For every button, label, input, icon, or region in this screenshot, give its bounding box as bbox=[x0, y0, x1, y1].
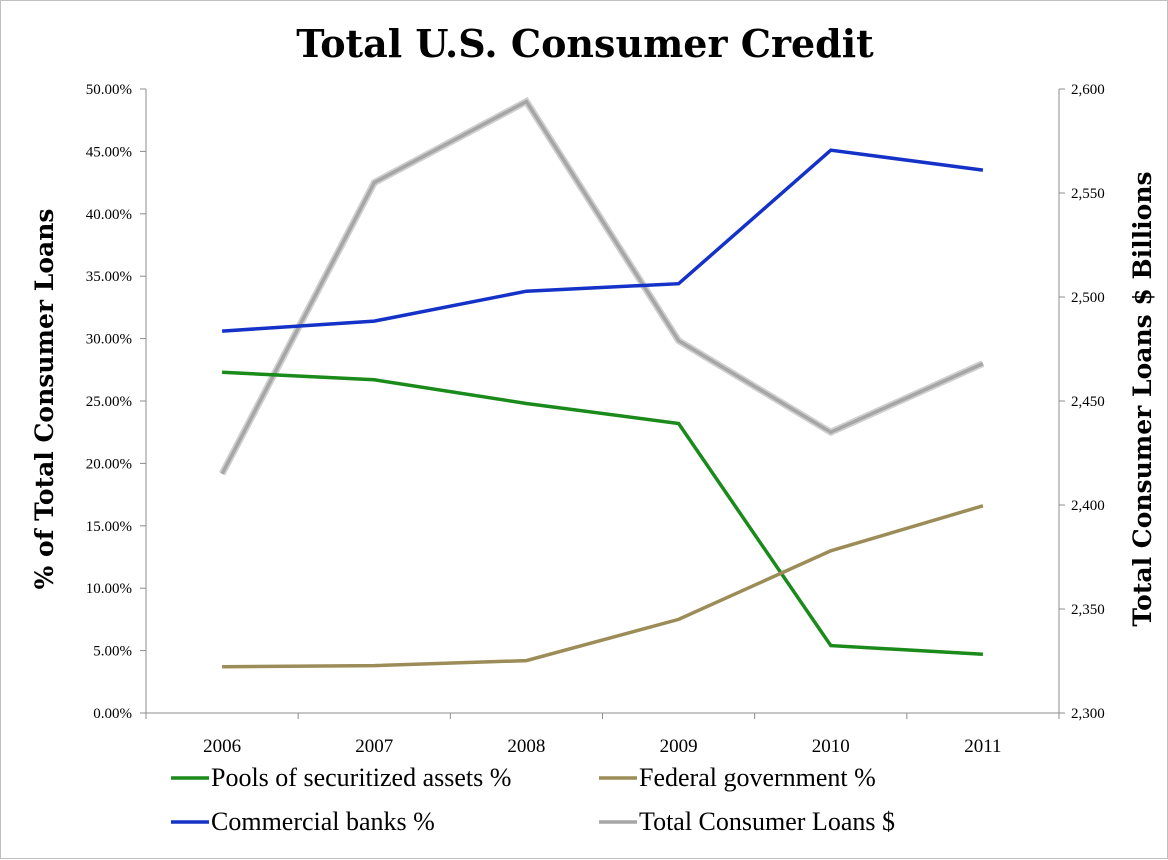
x-tick-label: 2009 bbox=[660, 736, 698, 757]
x-tick-label: 2008 bbox=[507, 736, 545, 757]
right-tick-label: 2,600 bbox=[1071, 82, 1105, 98]
x-tick-label: 2010 bbox=[812, 736, 850, 757]
legend-label: Total Consumer Loans $ bbox=[639, 807, 895, 836]
series-line-pools-of-securitized-assets bbox=[222, 370, 983, 657]
legend: Pools of securitized assets % Federal gov… bbox=[171, 763, 895, 836]
right-tick-label: 2,350 bbox=[1071, 602, 1105, 618]
left-tick-label: 0.00% bbox=[93, 706, 132, 722]
right-tick-label: 2,400 bbox=[1071, 498, 1105, 514]
x-axis-ticks: 2006 2007 2008 2009 2010 2011 bbox=[145, 713, 1060, 757]
chart-title: Total U.S. Consumer Credit bbox=[296, 21, 874, 66]
series-lines bbox=[218, 96, 985, 669]
legend-label: Commercial banks % bbox=[211, 807, 435, 836]
right-axis-ticks: 2,300 2,350 2,400 2,450 2,500 2,550 2,600 bbox=[1059, 82, 1105, 722]
series-line-commercial-banks bbox=[221, 148, 984, 333]
x-tick-label: 2007 bbox=[355, 736, 393, 757]
left-tick-label: 20.00% bbox=[86, 456, 132, 472]
left-tick-label: 45.00% bbox=[86, 144, 132, 160]
right-tick-label: 2,450 bbox=[1071, 394, 1105, 410]
legend-label: Pools of securitized assets % bbox=[211, 763, 511, 792]
right-axis-title: Total Consumer Loans $ Billions bbox=[1128, 171, 1157, 626]
x-tick-label: 2011 bbox=[964, 736, 1001, 757]
left-axis-ticks: 0.00% 5.00% 10.00% 15.00% 20.00% 25.00% 30.00%… bbox=[86, 82, 146, 722]
left-tick-label: 5.00% bbox=[93, 644, 132, 660]
left-tick-label: 35.00% bbox=[86, 269, 132, 285]
right-tick-label: 2,300 bbox=[1071, 706, 1105, 722]
axes bbox=[145, 89, 1060, 714]
left-tick-label: 15.00% bbox=[86, 519, 132, 535]
legend-label: Federal government % bbox=[639, 763, 876, 792]
left-tick-label: 30.00% bbox=[86, 332, 132, 348]
left-tick-label: 40.00% bbox=[86, 207, 132, 223]
right-tick-label: 2,550 bbox=[1071, 186, 1105, 202]
series-line-total-consumer-loans bbox=[220, 99, 984, 475]
x-tick-label: 2006 bbox=[203, 736, 241, 757]
right-tick-label: 2,500 bbox=[1071, 290, 1105, 306]
left-axis-title: % of Total Consumer Loans bbox=[30, 209, 59, 590]
left-tick-label: 50.00% bbox=[86, 82, 132, 98]
left-tick-label: 25.00% bbox=[86, 394, 132, 410]
series-line-federal-government bbox=[222, 504, 984, 669]
left-tick-label: 10.00% bbox=[86, 581, 132, 597]
